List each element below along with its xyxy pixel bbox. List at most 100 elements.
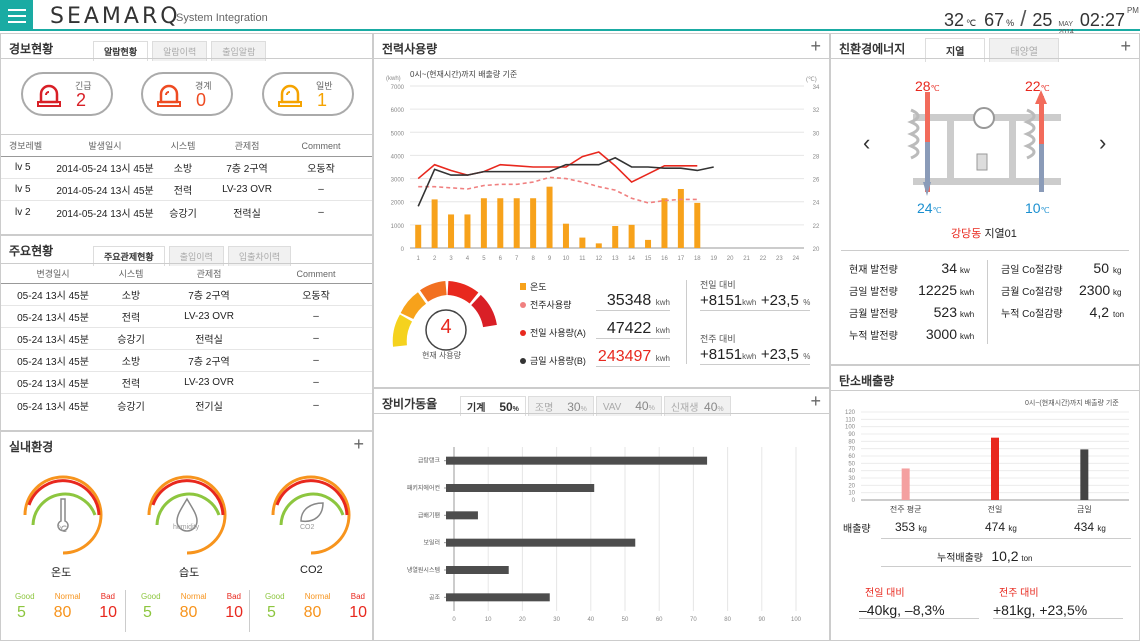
bad-label: Bad [100, 592, 115, 601]
carbon-item: 434 kg [1074, 520, 1106, 534]
bad-label: Bad [226, 592, 241, 601]
table-row[interactable]: 05-24 13시 45분 전력 LV-23 OVR – [1, 306, 372, 328]
main-status-table: 변경일시 시스템 관제점 Comment 05-24 13시 45분 소방 7층 2… [1, 264, 372, 416]
table-row[interactable]: 05-24 13시 45분 소방 7층 2구역 – [1, 350, 372, 372]
normal-value: 80 [179, 604, 198, 621]
table-row[interactable]: 05-24 13시 45분 소방 7층 2구역 오동작 [1, 284, 372, 306]
legend-label: 전일 사용량(A) [530, 328, 586, 338]
eco-add-icon[interactable]: + [1120, 36, 1131, 56]
x-tick-label: 5 [482, 256, 486, 262]
bar [546, 186, 553, 248]
alert-pill-urgent[interactable]: 긴급 2 [21, 72, 113, 116]
unit: kg [1008, 524, 1017, 533]
gauge-level-labels: Good Normal Bad [15, 592, 115, 601]
bar [480, 198, 487, 248]
value: 28 [915, 78, 931, 94]
x-tick-label: 8 [531, 256, 535, 262]
unit: kg [1113, 288, 1122, 297]
table-row[interactable]: lv 5 2014-05-24 13시 45분 전력 LV-23 OVR – [1, 179, 372, 201]
tab-unit: % [512, 406, 519, 413]
col-header: 시스템 [170, 141, 196, 151]
table-row[interactable]: 05-24 13시 45분 승강기 전력실 – [1, 328, 372, 350]
cell: 7층 2구역 [226, 164, 268, 175]
y-tick-label: 100 [845, 425, 856, 431]
y-tick-label: 5000 [391, 131, 405, 137]
y-tick-label: 0 [852, 498, 856, 504]
cell: lv 2 [15, 206, 31, 218]
tab-label: 신재생 [670, 403, 699, 414]
x-tick-label: 전주 평균 [890, 504, 922, 514]
tab-main-control[interactable]: 주요관제현황 [93, 246, 165, 266]
good-label: Good [141, 592, 161, 601]
tab-unit: % [648, 405, 655, 412]
gauge-label: 온도 [51, 567, 72, 579]
header-temp: 32 [944, 10, 965, 30]
tab-vav[interactable]: VAV 40% [595, 396, 662, 416]
col-header: 경보레벨 [9, 141, 43, 151]
unit: ton [1113, 310, 1125, 319]
series-line [417, 156, 714, 207]
table-row[interactable]: lv 2 2014-05-24 13시 45분 승강기 전력실 – [1, 201, 372, 223]
tab-renewable[interactable]: 신재생 40% [663, 396, 731, 416]
carbon-note: 0시~(현재시간)까지 배출량 기준 [1025, 400, 1119, 407]
tab-access-history[interactable]: 출입이력 [168, 246, 224, 266]
prev-day-usage: 47422 kwh [596, 320, 670, 339]
table-row[interactable]: 05-24 13시 45분 전력 LV-23 OVR – [1, 372, 372, 394]
stat-row: 누적 발전량 3000 kwh [849, 326, 977, 348]
bar [464, 214, 471, 248]
x-tick-label: 금일 [1077, 505, 1092, 514]
alert-pill-warning[interactable]: 경계 0 [141, 72, 233, 116]
cell: 05-24 13시 45분 [17, 291, 89, 302]
equipment-panel: 장비가동율 + 기계 50% 조명 30% VAV 40% 신재생 40% 0 1… [373, 388, 830, 641]
cmp-label: 전주 대비 [700, 334, 736, 344]
x-tick-label: 22 [760, 256, 767, 262]
y-tick-label: 6000 [391, 108, 405, 114]
y-tick-label: 급탕탱크 [418, 458, 441, 465]
x-tick-label: 19 [710, 256, 717, 262]
value: 10,2 [991, 548, 1019, 564]
legend-today: 금일 사용량(B) [520, 354, 586, 367]
indoor-add-icon[interactable]: + [353, 434, 364, 454]
y-tick-label: 50 [848, 461, 855, 467]
y-tick-label: 3000 [391, 178, 405, 184]
tab-pct: 50 [499, 400, 513, 414]
col-header: Comment [296, 268, 336, 279]
x-tick-label: 전일 [988, 504, 1003, 514]
next-arrow-icon[interactable]: › [1099, 130, 1107, 155]
y-tick-label: 60 [848, 454, 855, 460]
y2-tick-label: 30 [813, 131, 820, 137]
power-chart: 0100020003000400050006000700020222426283… [391, 85, 820, 262]
tab-mechanical[interactable]: 기계 50% [460, 396, 526, 416]
y2-tick-label: 26 [813, 178, 820, 184]
unit: kg [1097, 524, 1106, 533]
menu-icon[interactable] [0, 0, 33, 31]
label: 금일 발전량 [849, 287, 898, 298]
cell: 7층 2구역 [188, 291, 230, 302]
site: 강당동 [951, 228, 982, 240]
co2-gauge [271, 475, 351, 555]
tab-parking-history[interactable]: 입출차이력 [227, 246, 292, 266]
eco-panel: 친환경에너지 + 지열 태양열 ‹ › 28℃ 22℃ 24℃ 10℃ 강당동 … [830, 33, 1140, 365]
table-row[interactable]: 05-24 13시 45분 승강기 전기실 – [1, 394, 372, 416]
tab-access-alarm[interactable]: 출입알람 [211, 41, 267, 61]
tab-alarm-history[interactable]: 알람이력 [152, 41, 208, 61]
alert-label: 긴급 [75, 81, 92, 91]
prev-arrow-icon[interactable]: ‹ [863, 130, 871, 155]
cmp-label: 전일 대비 [700, 280, 736, 290]
table-row[interactable]: lv 5 2014-05-24 13시 45분 소방 7층 2구역 오동작 [1, 157, 372, 179]
cell: lv 5 [15, 162, 31, 173]
bar [446, 538, 636, 547]
unit: kg [918, 524, 927, 533]
y-tick-label: 80 [848, 439, 855, 445]
usage-gauge [392, 281, 497, 351]
tab-lighting[interactable]: 조명 30% [527, 396, 594, 416]
bar [661, 198, 668, 248]
bad-label: Bad [350, 592, 365, 601]
carbon-title: 탄소배출량 [839, 374, 895, 388]
alert-pill-normal[interactable]: 일반 1 [262, 72, 354, 116]
power-add-icon[interactable]: + [810, 36, 821, 56]
equipment-add-icon[interactable]: + [810, 391, 821, 411]
main-status-title: 주요현황 [9, 244, 54, 258]
legend-temp: 온도 [520, 280, 547, 293]
tab-alarm-status[interactable]: 알람현황 [93, 41, 149, 61]
